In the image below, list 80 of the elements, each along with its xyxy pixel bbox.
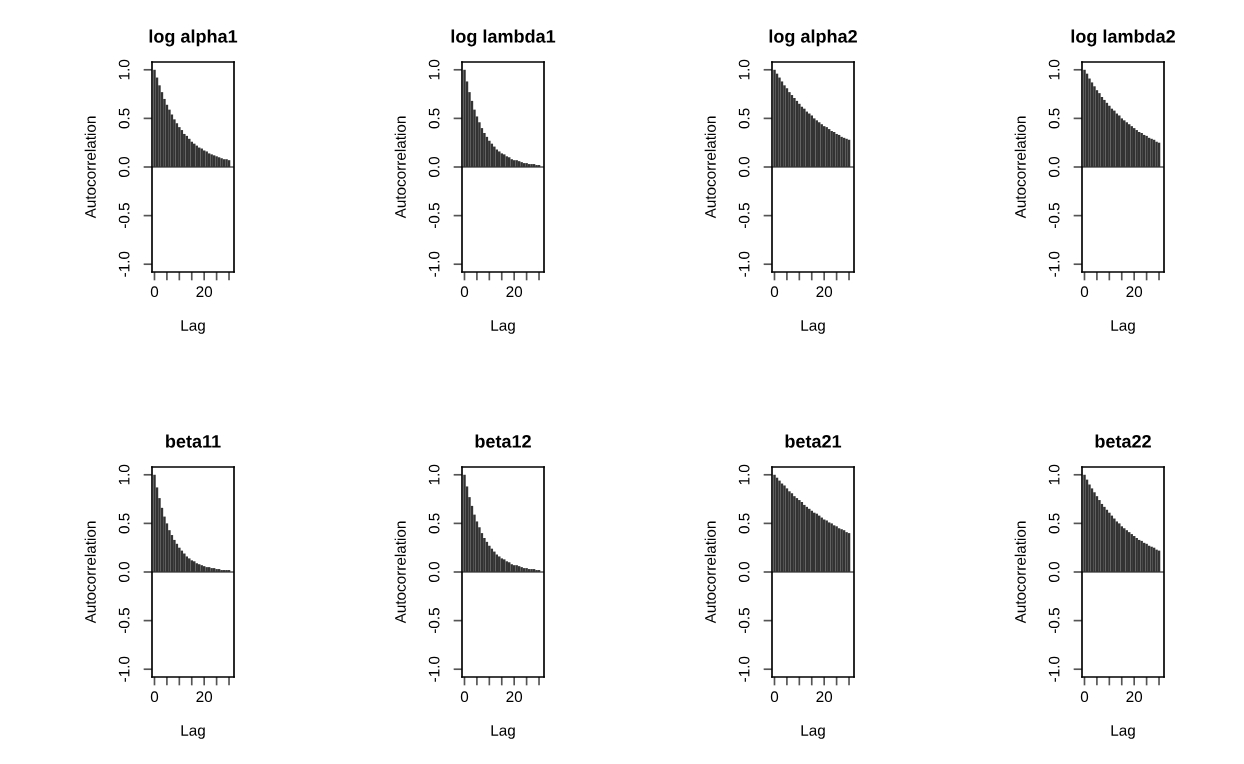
y-tick-label: 0.0 (428, 156, 440, 178)
y-tick-label: -1.0 (738, 656, 750, 682)
y-tick-label: -1.0 (428, 251, 440, 277)
y-tick-label: -1.0 (1048, 251, 1060, 277)
y-tick-label: 0.0 (118, 156, 130, 178)
y-tick-label: 0.0 (1048, 156, 1060, 178)
x-axis-title: Lag (491, 320, 515, 334)
x-tick-label: 0 (770, 691, 779, 703)
y-axis-title: Autocorrelation (1014, 521, 1026, 624)
x-tick-label: 0 (770, 286, 779, 298)
chart-title: log lambda2 (1071, 29, 1175, 47)
x-axis-title: Lag (181, 725, 205, 739)
y-tick-label: 0.0 (738, 561, 750, 583)
y-tick-label: 1.0 (1048, 59, 1060, 80)
x-tick-label: 20 (196, 286, 213, 298)
x-tick-label: 20 (506, 691, 523, 703)
y-tick-label: 0.5 (738, 108, 750, 129)
y-tick-label: 1.0 (738, 59, 750, 80)
y-tick-label: 1.0 (738, 464, 750, 485)
y-tick-label: -0.5 (428, 608, 440, 634)
y-tick-label: -0.5 (738, 203, 750, 229)
y-tick-label: 1.0 (1048, 464, 1060, 485)
y-axis-title: Autocorrelation (84, 116, 96, 219)
y-tick-label: -0.5 (1048, 608, 1060, 634)
y-tick-label: 0.0 (118, 561, 130, 583)
chart-title: beta11 (166, 434, 221, 448)
y-tick-label: -1.0 (1048, 656, 1060, 682)
x-tick-label: 0 (150, 286, 159, 298)
y-tick-label: 0.5 (118, 513, 130, 534)
y-axis-title: Autocorrelation (1014, 116, 1026, 219)
x-axis-title: Lag (801, 320, 825, 334)
chart-title: log alpha2 (769, 29, 857, 47)
x-axis-title: Lag (1111, 725, 1135, 739)
chart-title: beta12 (475, 434, 531, 448)
x-axis-title: Lag (491, 725, 515, 739)
y-tick-label: -0.5 (1048, 203, 1060, 229)
x-axis-title: Lag (181, 320, 205, 334)
x-tick-label: 0 (150, 691, 159, 703)
x-axis-title: Lag (801, 725, 825, 739)
y-tick-label: -0.5 (118, 203, 130, 229)
y-tick-label: 0.5 (1048, 513, 1060, 534)
y-tick-label: -1.0 (428, 656, 440, 682)
y-tick-label: -0.5 (738, 608, 750, 634)
y-tick-label: 1.0 (428, 464, 440, 485)
x-tick-label: 20 (1126, 286, 1143, 298)
y-axis-title: Autocorrelation (704, 116, 716, 219)
x-tick-label: 20 (816, 286, 833, 298)
x-tick-label: 20 (816, 691, 833, 703)
chart-title: log lambda1 (451, 29, 556, 47)
chart-title: log alpha1 (149, 29, 238, 47)
y-axis-title: Autocorrelation (84, 521, 96, 624)
y-tick-label: 0.0 (428, 561, 440, 583)
x-tick-label: 0 (460, 691, 469, 703)
y-tick-label: 1.0 (118, 464, 130, 485)
x-tick-label: 20 (506, 286, 523, 298)
y-tick-label: -1.0 (118, 656, 130, 682)
y-axis-title: Autocorrelation (394, 116, 406, 219)
y-tick-label: -0.5 (118, 608, 130, 634)
y-tick-label: 0.5 (428, 513, 440, 534)
y-tick-label: -1.0 (118, 251, 130, 277)
y-axis-title: Autocorrelation (704, 521, 716, 624)
x-axis-title: Lag (1111, 320, 1135, 334)
y-tick-label: 0.5 (738, 513, 750, 534)
y-tick-label: 1.0 (428, 59, 440, 80)
y-tick-label: 0.0 (738, 156, 750, 178)
chart-title: beta22 (1095, 434, 1151, 448)
x-tick-label: 0 (1080, 286, 1089, 298)
y-tick-label: 0.5 (118, 108, 130, 129)
chart-title: beta21 (785, 434, 842, 448)
y-tick-label: 0.5 (1048, 108, 1060, 129)
y-tick-label: -1.0 (738, 251, 750, 277)
y-tick-label: 0.5 (428, 108, 440, 129)
x-tick-label: 0 (460, 286, 469, 298)
x-tick-label: 20 (196, 691, 213, 703)
x-tick-label: 0 (1080, 691, 1089, 703)
y-tick-label: 0.0 (1048, 561, 1060, 583)
y-tick-label: 1.0 (118, 59, 130, 80)
y-axis-title: Autocorrelation (394, 521, 406, 624)
y-tick-label: -0.5 (428, 203, 440, 229)
x-tick-label: 20 (1126, 691, 1143, 703)
